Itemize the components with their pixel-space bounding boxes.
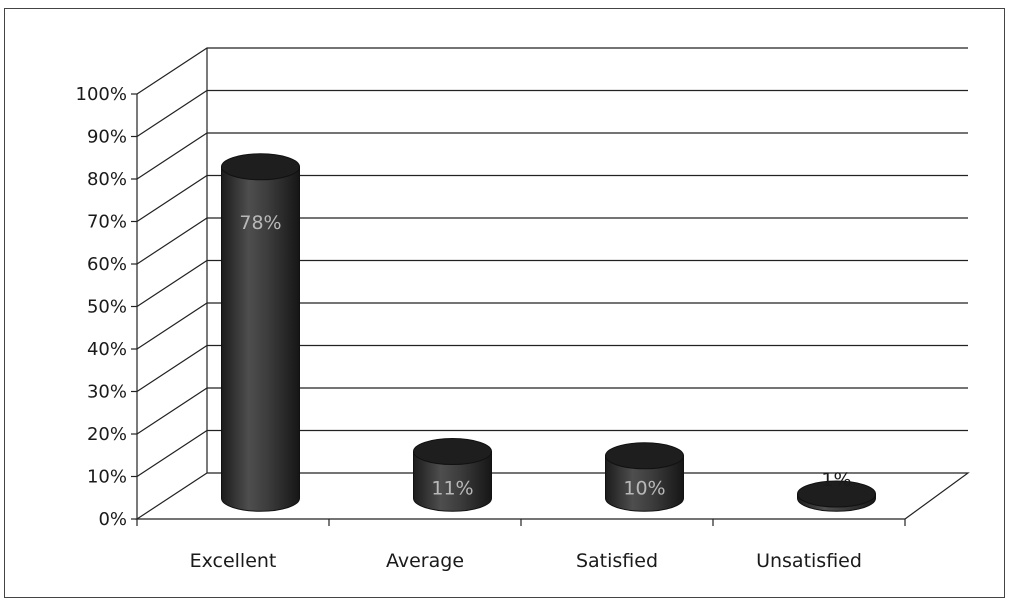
bar-body — [605, 455, 684, 512]
bar-body — [221, 166, 300, 512]
axes — [131, 48, 970, 526]
category-label: Average — [386, 550, 464, 572]
y-tick-labels: 0% 10% 20% 30% 40% 50% 60% 70% 80% 90% 100% — [76, 84, 127, 530]
category-labels: Excellent Average Satisfied Unsatisfied — [190, 550, 862, 572]
y-tick-label: 30% — [87, 382, 127, 403]
bar-top — [605, 442, 684, 470]
data-label: 11% — [431, 477, 473, 499]
category-label: Excellent — [190, 550, 277, 572]
y-tick-label: 100% — [76, 84, 127, 105]
category-label: Satisfied — [576, 550, 658, 572]
y-tick-label: 70% — [87, 212, 127, 233]
category-label: Unsatisfied — [756, 550, 862, 572]
data-label: 78% — [239, 212, 281, 234]
y-tick-label: 60% — [87, 254, 127, 275]
bar-satisfied — [605, 442, 684, 512]
bar-top — [221, 153, 300, 181]
data-labels: 78% 11% 10% 1% — [239, 212, 851, 499]
y-tick-label: 50% — [87, 297, 127, 318]
bar-top — [413, 438, 492, 466]
bar-average — [413, 438, 492, 512]
bar-unsatisfied — [797, 480, 876, 512]
bar-top — [797, 480, 876, 508]
gridline — [136, 47, 968, 95]
gridline — [136, 89, 968, 138]
y-tick-label: 40% — [87, 339, 127, 360]
bars — [221, 153, 876, 512]
y-tick-label: 80% — [87, 169, 127, 190]
y-tick-label: 10% — [87, 467, 127, 488]
bar-excellent — [221, 153, 300, 512]
data-label: 1% — [821, 469, 851, 491]
y-tick-label: 90% — [87, 127, 127, 148]
bar-body — [413, 451, 492, 512]
y-tick-label: 0% — [98, 509, 127, 530]
floor-outline — [134, 472, 970, 520]
data-label: 10% — [623, 477, 665, 499]
y-tick-label: 20% — [87, 424, 127, 445]
